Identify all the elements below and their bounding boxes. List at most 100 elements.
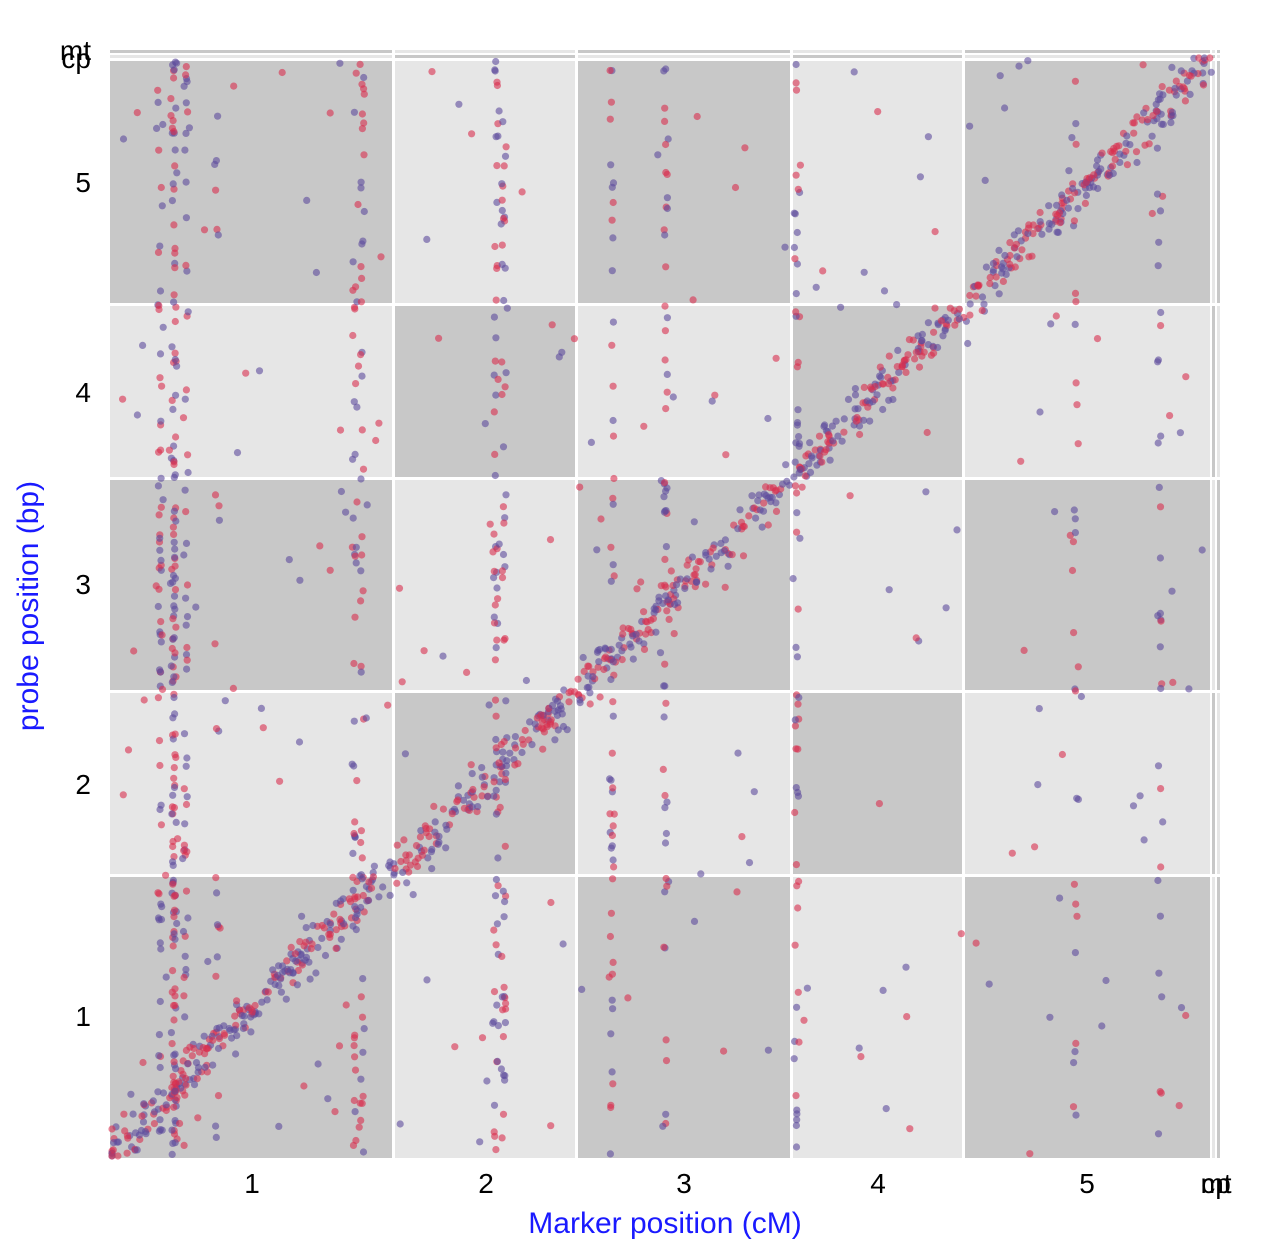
data-point <box>459 796 468 804</box>
data-point <box>501 1072 509 1080</box>
data-point <box>953 526 961 534</box>
data-point <box>498 567 506 575</box>
data-point <box>923 428 931 437</box>
data-point <box>986 280 994 288</box>
data-point <box>168 1040 176 1048</box>
data-point <box>133 411 141 419</box>
data-point <box>1168 108 1176 116</box>
data-point <box>184 108 192 116</box>
data-point <box>157 945 165 953</box>
data-point <box>463 668 471 677</box>
data-point <box>451 1043 459 1051</box>
data-point <box>157 446 165 454</box>
data-point <box>478 773 486 781</box>
data-point <box>792 1143 801 1151</box>
data-point <box>182 621 190 629</box>
data-point <box>595 658 603 666</box>
data-point <box>1172 91 1180 99</box>
data-point <box>1070 217 1078 225</box>
data-point <box>357 903 365 912</box>
data-point <box>171 562 179 570</box>
data-point <box>607 675 615 684</box>
data-point <box>664 596 672 604</box>
data-point <box>608 831 617 840</box>
data-point <box>430 802 438 811</box>
data-point <box>314 1060 322 1068</box>
data-point <box>124 1134 132 1142</box>
data-point <box>171 264 179 272</box>
data-point <box>1052 312 1060 320</box>
data-point <box>386 858 394 866</box>
data-point <box>1071 949 1079 957</box>
data-point <box>825 431 833 439</box>
data-point <box>1065 167 1073 175</box>
data-point <box>358 240 366 248</box>
tile-x2-y1 <box>395 877 575 1158</box>
data-point <box>600 665 608 674</box>
data-point <box>518 748 526 757</box>
tile-xmt-ycp <box>1217 55 1220 58</box>
data-point <box>885 586 893 594</box>
data-point <box>609 1080 617 1088</box>
data-point <box>357 597 365 605</box>
data-point <box>875 800 884 808</box>
data-point <box>155 511 163 519</box>
data-point <box>1195 54 1203 62</box>
data-point <box>1157 863 1165 871</box>
data-point <box>499 887 507 895</box>
data-point <box>796 161 805 169</box>
data-point <box>356 1099 364 1107</box>
data-point <box>276 777 284 785</box>
data-point <box>1069 184 1077 193</box>
data-point <box>748 492 756 500</box>
data-point <box>170 764 178 772</box>
x-tick-label: 2 <box>478 1168 494 1199</box>
data-point <box>1070 506 1078 514</box>
data-point <box>1126 141 1134 149</box>
data-point <box>169 405 177 413</box>
data-point <box>412 842 421 850</box>
data-point <box>1047 320 1055 328</box>
y-tick-label: 1 <box>75 1001 91 1032</box>
data-point <box>811 446 819 454</box>
tile-x1-y2 <box>110 693 392 874</box>
data-point <box>201 1063 209 1071</box>
data-point <box>1048 220 1056 228</box>
data-point <box>640 645 649 654</box>
data-point <box>1026 1150 1034 1158</box>
data-point <box>1153 190 1162 198</box>
data-point <box>608 842 616 850</box>
data-point <box>501 1019 509 1027</box>
data-point <box>278 962 287 970</box>
data-point <box>944 316 952 324</box>
data-point <box>493 1057 501 1065</box>
data-point <box>1024 57 1032 65</box>
data-point <box>624 624 633 633</box>
data-point <box>169 791 177 799</box>
data-point <box>401 750 409 758</box>
data-point <box>750 504 758 512</box>
data-point <box>491 656 499 664</box>
data-point <box>511 744 520 752</box>
data-point <box>184 308 192 316</box>
data-point <box>554 726 562 734</box>
data-point <box>937 317 946 325</box>
data-point <box>182 539 191 548</box>
data-point <box>326 566 334 574</box>
data-point <box>1082 191 1090 199</box>
data-point <box>793 421 802 429</box>
data-point <box>349 1141 358 1149</box>
data-point <box>851 391 860 399</box>
data-point <box>172 623 180 631</box>
data-point <box>211 160 219 168</box>
data-point <box>391 865 399 873</box>
data-point <box>359 1148 368 1156</box>
data-point <box>985 980 993 988</box>
data-point <box>255 1010 263 1018</box>
data-point <box>182 800 191 809</box>
tile-x5-ymt <box>965 50 1210 53</box>
data-point <box>435 832 443 841</box>
data-point <box>357 351 365 359</box>
data-point <box>493 162 501 170</box>
data-point <box>502 697 510 705</box>
